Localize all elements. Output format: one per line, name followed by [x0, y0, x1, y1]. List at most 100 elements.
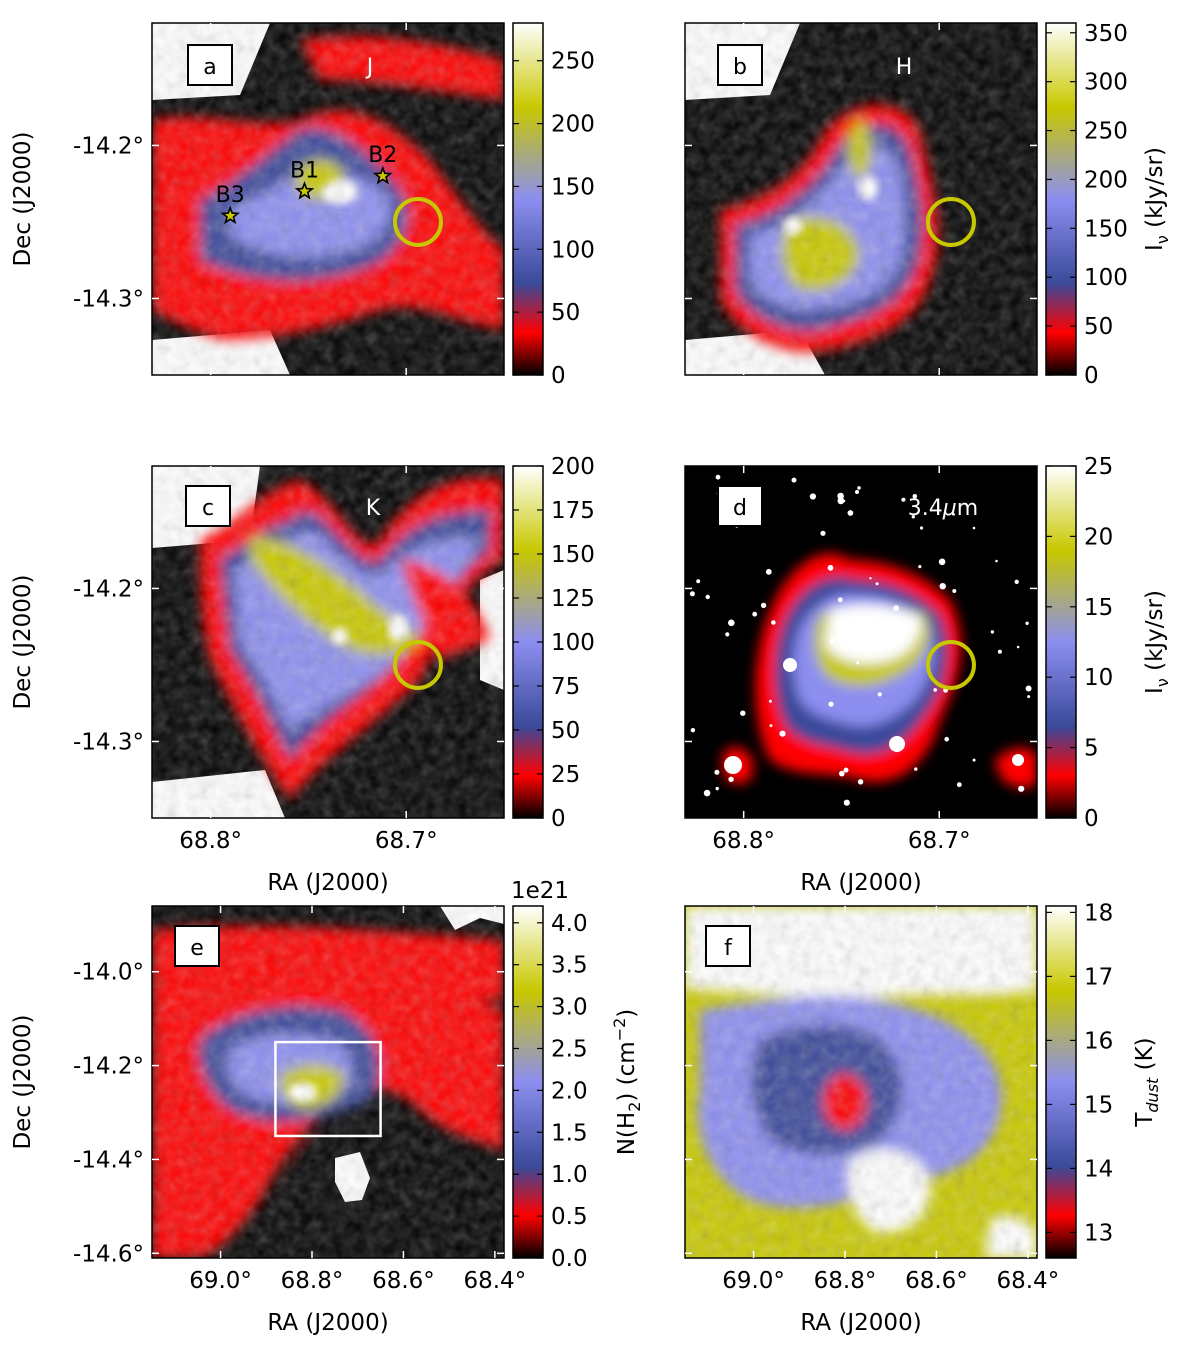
panel-e-colorbar-label: N(H2) (cm−2) [610, 1009, 644, 1156]
panel-e-ytick-label-1: -14.2° [73, 1054, 144, 1080]
panel-c-label: c [202, 496, 214, 521]
panel-e-ytick-labels: -14.0° -14.2° -14.4° -14.6° [73, 960, 144, 1268]
marker-b1-star [294, 181, 315, 200]
point-source [847, 510, 854, 516]
panel-f-xtick-label-1: 68.8° [814, 1268, 877, 1294]
point-source [768, 699, 772, 703]
panel-b-colorbar-tick-label-0: 0 [1084, 363, 1099, 389]
panel-c-ytick-labels: -14.2° -14.3° [73, 576, 144, 755]
panel-f-xtick-label-2: 68.6° [905, 1268, 968, 1294]
point-source [696, 579, 701, 584]
panel-d-xlabel: RA (J2000) [800, 870, 921, 896]
point-source [760, 602, 767, 609]
panel-f-colorbar-tick-label-3: 16 [1084, 1028, 1113, 1054]
panel-e-xtick-labels: 69.0° 68.8° 68.6° 68.4° [189, 1268, 526, 1294]
panel-b-colorbar-tick-label-4: 200 [1084, 167, 1128, 193]
panel-e-xtick-label-0: 69.0° [189, 1268, 252, 1294]
panel-f-colorbar-label-pre: T [1132, 1112, 1158, 1128]
panel-a-label-box [187, 44, 233, 86]
panel-a-ylabel: Dec (J2000) [10, 131, 36, 266]
panel-d-frame [684, 465, 1038, 819]
panel-b-label: b [733, 55, 747, 80]
panel-b-label-box [717, 44, 763, 86]
marker-b3-star [220, 205, 240, 225]
point-source [714, 769, 720, 775]
panel-e-colorbar-label-end: ) [614, 1009, 640, 1018]
marker-b1-label: B1 [290, 158, 319, 183]
panel-e-ytick-label-3: -14.6° [73, 1241, 144, 1267]
panel-f-xtick-labels: 69.0° 68.8° 68.6° 68.4° [722, 1268, 1059, 1294]
point-source [939, 583, 946, 590]
panel-b-frame [684, 22, 1038, 376]
point-source [952, 589, 957, 593]
panel-a-colorbar: 0 50 100 150 200 250 [512, 22, 595, 389]
point-source [765, 568, 772, 575]
panel-f-colorbar-scale [1045, 905, 1077, 1259]
panel-a-image [152, 23, 504, 375]
panel-a-colorbar-tick-label-3: 150 [551, 174, 595, 200]
point-source [857, 486, 861, 490]
panel-d-colorbar-scale [1045, 465, 1077, 819]
panel-c-colorbar-tick-label-8: 200 [551, 454, 595, 480]
panel-d: d 3.4μm 68.8° 68.7° RA (J2000) 0 5 10 15 20 25… [684, 454, 1172, 896]
panel-a-frame [151, 22, 505, 376]
panel-e-ylabel: Dec (J2000) [10, 1014, 36, 1149]
point-source [839, 770, 845, 777]
panel-a-ytick-label-1: -14.3° [73, 286, 144, 312]
panel-b-colorbar-label-sub: ν [1153, 235, 1172, 244]
panel-c-colorbar: 0 25 50 75 100 125 150 175 200 [512, 454, 595, 832]
panel-d-colorbar: 0 5 10 15 20 25 [1045, 454, 1113, 832]
point-source [809, 493, 817, 500]
panel-e-colorbar-tick-label-2: 1.0 [551, 1162, 588, 1188]
panel-d-label: d [733, 496, 747, 521]
panel-c-xtick-label-0: 68.8° [179, 828, 242, 854]
panel-d-colorbar-tick-label-0: 0 [1084, 806, 1099, 832]
point-source [877, 692, 882, 697]
panel-e-colorbar-tick-label-3: 1.5 [551, 1120, 588, 1146]
panel-a-colorbar-tick-label-5: 250 [551, 49, 595, 75]
panel-c-frame [151, 465, 505, 819]
point-source [827, 564, 834, 571]
panel-c-ytick-label-0: -14.2° [73, 576, 144, 602]
panel-e-colorbar-tick-label-5: 2.5 [551, 1036, 588, 1062]
point-source [990, 630, 995, 634]
panel-f-ticks [685, 906, 1037, 1258]
panel-e-label-box [174, 925, 220, 967]
panel-a-ytick-labels: -14.2° -14.3° [73, 133, 144, 312]
panel-e-colorbar-scale [512, 905, 544, 1259]
panel-b-colorbar-scale [1045, 22, 1077, 376]
panel-e-colorbar-exponent: 1e21 [511, 878, 569, 904]
marker-b2-star [372, 165, 393, 185]
panel-a-colorbar-tick-label-2: 100 [551, 237, 595, 263]
panel-f-colorbar-tick-label-0: 13 [1084, 1220, 1113, 1246]
point-source [690, 728, 696, 733]
panel-e-label: e [190, 936, 204, 961]
panel-c-colorbar-tick-label-3: 75 [551, 674, 580, 700]
panel-c: c K Dec (J2000) -14.2°-14.3° 68.8° 68.7° … [10, 454, 595, 896]
panel-d-colorbar-label: Iν (kJy/sr) [1142, 590, 1172, 694]
point-source [689, 591, 695, 597]
panel-b-band: H [896, 55, 913, 80]
panel-a-ytick-label-0: -14.2° [73, 133, 144, 159]
point-source [856, 618, 863, 624]
panel-e-frame [151, 905, 505, 1259]
panel-e-colorbar-tick-label-4: 2.0 [551, 1078, 588, 1104]
point-source [857, 779, 864, 785]
panel-b-circle [925, 196, 976, 247]
point-source [703, 789, 711, 797]
point-source [912, 494, 918, 499]
point-source [820, 530, 826, 536]
panel-b-colorbar-tick-label-5: 250 [1084, 119, 1128, 145]
point-source [843, 799, 850, 806]
panel-d-ticks [685, 466, 1037, 818]
panel-f-colorbar-tick-label-4: 17 [1084, 964, 1113, 990]
point-source [769, 724, 773, 728]
panel-f-label-box [705, 925, 751, 967]
panel-c-ytick-label-1: -14.3° [73, 729, 144, 755]
panel-d-band-post: m [957, 496, 978, 521]
point-source [919, 526, 924, 530]
panel-b-ticks [685, 23, 1037, 375]
point-source [1025, 621, 1029, 625]
panel-d-label-box [717, 485, 763, 527]
panel-a-label: a [203, 55, 216, 80]
